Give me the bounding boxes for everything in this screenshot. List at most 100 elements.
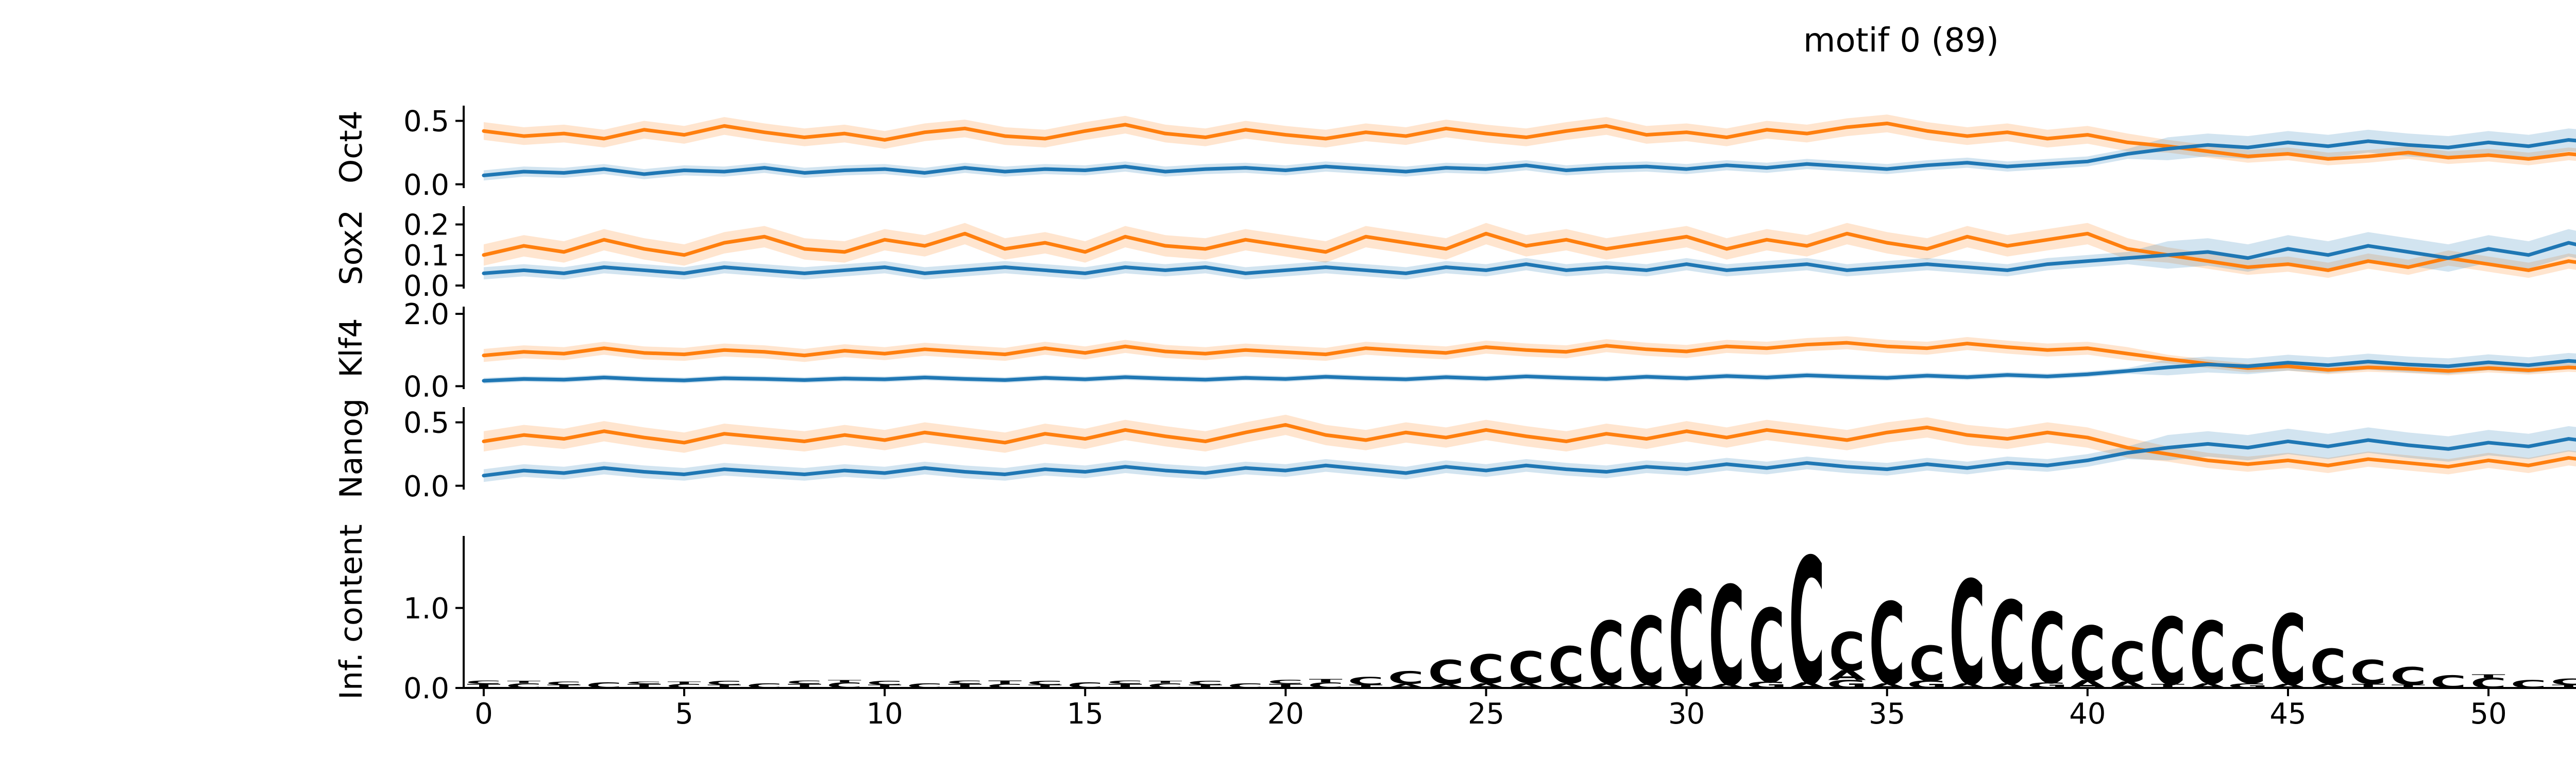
y-tick-label: 0.0 (403, 672, 449, 705)
series-line-blue (482, 138, 2576, 177)
row-label-oct4: Oct4 (333, 110, 369, 183)
logo-letter-glyph: C (1949, 551, 1985, 717)
logo-letter-c: C (867, 680, 903, 686)
confidence-band-orange (483, 336, 2576, 376)
logo-letter-glyph: C (1468, 647, 1504, 693)
logo-letter-glyph: T (1028, 684, 1062, 689)
logo-letter-c: C (1388, 667, 1424, 688)
series-line-orange (482, 121, 2576, 161)
logo-letter-c: C (1629, 598, 1665, 707)
row-label-nanog: Nanog (333, 398, 369, 498)
logo-letter-glyph: C (947, 680, 983, 685)
logo-letter-glyph: T (2472, 674, 2505, 679)
y-tick-label: 0.0 (403, 470, 449, 503)
subplot-klf4: 0.0 2.0 Klf4 (333, 298, 2576, 404)
logo-letter-c: C (2070, 611, 2106, 698)
x-tick-label: 10 (867, 697, 903, 731)
logo-letter-c: C (466, 680, 502, 685)
logo-letter-t: T (988, 680, 1022, 685)
logo-letter-glyph: C (706, 680, 742, 686)
logo-letter-glyph: C (1508, 643, 1544, 694)
logo-letter-glyph: C (2390, 662, 2426, 691)
logo-letter-glyph: A (1828, 668, 1866, 683)
logo-letter-t: T (828, 679, 861, 683)
logo-letter-c: C (786, 680, 822, 685)
logo-letter-c: C (1188, 680, 1224, 686)
logo-letter-glyph: C (2310, 640, 2346, 696)
confidence-band-blue (483, 426, 2576, 482)
logo-letter-glyph: C (1909, 636, 1945, 693)
logo-letter-t: T (2472, 674, 2505, 679)
logo-letter-c: C (1749, 589, 1785, 706)
y-tick-label: 2.0 (403, 298, 449, 331)
logo-letter-c: C (706, 680, 742, 686)
y-tick-label: 0.2 (403, 209, 449, 242)
logo-letter-glyph: C (1708, 558, 1744, 716)
series-line-blue (482, 359, 2576, 383)
logo-letter-c: C (2390, 662, 2426, 691)
x-tick-label: 40 (2069, 697, 2106, 731)
logo-letter-glyph: C (466, 680, 502, 685)
y-tick-label: 0.0 (403, 371, 449, 404)
confidence-band-orange (483, 414, 2576, 475)
logo-letter-glyph: T (1148, 680, 1182, 684)
logo-letter-glyph: T (1349, 684, 1382, 689)
logo-letter-glyph: C (1107, 680, 1143, 685)
logo-letter-a: A (1828, 668, 1866, 683)
logo-letter-c: C (1468, 647, 1504, 693)
logo-letter-glyph: T (707, 684, 741, 689)
logo-letter-c: C (2551, 677, 2576, 687)
x-tick-label: 35 (1869, 697, 1905, 731)
logo-letter-t: T (1148, 680, 1182, 684)
logo-letter-glyph: T (828, 679, 861, 683)
series-line-orange (482, 341, 2576, 373)
logo-letter-c: C (1949, 551, 1985, 717)
logo-letter-t: T (868, 684, 902, 689)
figure-title: motif 0 (89) (1803, 22, 1999, 60)
logo-letter-glyph: C (1428, 654, 1464, 692)
logo-letter-c: C (1789, 523, 1825, 724)
logo-letter-c: C (1548, 636, 1584, 695)
row-label-inf-content: Inf. content (333, 524, 369, 699)
logo-letter-glyph: C (546, 681, 582, 686)
logo-letter-glyph: T (507, 680, 540, 684)
logo-letter-c: C (546, 681, 582, 686)
logo-letter-glyph: C (2551, 677, 2576, 687)
logo-letter-c: C (2190, 603, 2226, 703)
logo-letter-glyph: C (786, 680, 822, 685)
logo-letter-c: C (1348, 675, 1384, 687)
y-tick-label: 0.5 (403, 407, 449, 440)
logo-letter-glyph: C (2230, 635, 2266, 696)
logo-letter-glyph: C (2190, 603, 2226, 703)
logo-letter-c: C (626, 681, 662, 684)
logo-letter-c: C (2230, 635, 2266, 696)
logo-letter-glyph: C (1027, 680, 1063, 686)
subplot-sox2: 0.00.10.2 Sox2 (333, 206, 2576, 303)
logo-letter-t: T (2552, 684, 2576, 689)
y-tick-label: 0.5 (403, 105, 449, 139)
logo-letter-glyph: C (1588, 603, 1624, 703)
logo-letter-glyph: C (1188, 680, 1224, 686)
logo-letter-c: C (1267, 679, 1303, 685)
logo-letter-glyph: C (1388, 667, 1424, 688)
row-label-sox2: Sox2 (333, 210, 369, 285)
logo-letter-t: T (2392, 684, 2425, 689)
logo-letter-glyph: C (1348, 675, 1384, 687)
logo-letter-t: T (507, 680, 540, 684)
logo-letter-t: T (1028, 684, 1062, 689)
logo-letter-glyph: C (2150, 598, 2186, 705)
logo-letter-c: C (1107, 680, 1143, 685)
logo-letter-c: C (947, 680, 983, 685)
logo-letter-glyph: C (2110, 631, 2146, 695)
logo-letter-c: C (1428, 654, 1464, 692)
logo-letter-c: C (1708, 558, 1744, 716)
logo-letter-c: C (2150, 598, 2186, 705)
row-label-klf4: Klf4 (333, 318, 369, 377)
logo-letter-glyph: T (2392, 684, 2425, 689)
x-tick-label: 50 (2470, 697, 2506, 731)
logo-letter-c: C (1989, 578, 2025, 711)
logo-letter-glyph: C (2350, 654, 2386, 692)
logo-letter-glyph: T (2552, 684, 2576, 689)
x-tick-label: 20 (1267, 697, 1304, 731)
logo-letter-glyph: C (1548, 636, 1584, 695)
